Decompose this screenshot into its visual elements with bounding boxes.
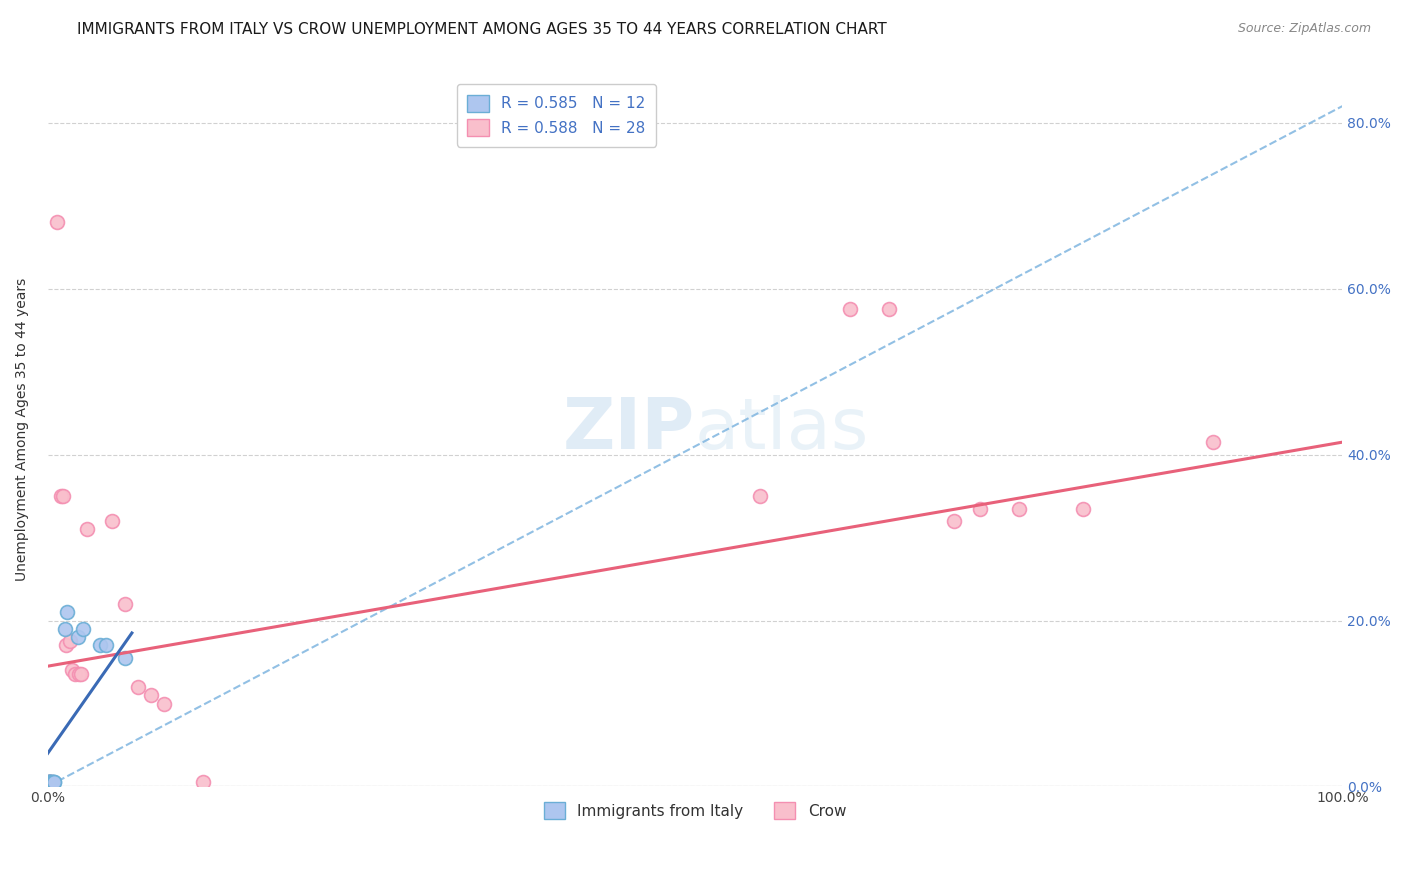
Point [41,775,63,789]
Point [56,605,79,619]
Point [39,775,62,789]
Legend: Immigrants from Italy, Crow: Immigrants from Italy, Crow [537,797,852,825]
Point [44,775,66,789]
Point [942,514,965,528]
Point [114,597,136,611]
Text: IMMIGRANTS FROM ITALY VS CROW UNEMPLOYMENT AMONG AGES 35 TO 44 YEARS CORRELATION: IMMIGRANTS FROM ITALY VS CROW UNEMPLOYME… [77,22,887,37]
Point [63,667,86,681]
Point [89,639,111,653]
Point [141,688,163,702]
Point [42,775,65,789]
Point [39,775,62,789]
Point [44,775,66,789]
Point [1073,501,1095,516]
Text: ZIP: ZIP [562,395,695,464]
Point [49,489,72,503]
Point [41,775,63,789]
Point [76,522,98,536]
Point [191,775,214,789]
Point [1007,501,1029,516]
Point [39,775,62,789]
Point [114,651,136,665]
Y-axis label: Unemployment Among Ages 35 to 44 years: Unemployment Among Ages 35 to 44 years [15,278,30,582]
Point [39,775,62,789]
Point [72,622,94,636]
Point [38,775,60,789]
Text: atlas: atlas [695,395,869,464]
Point [94,639,117,653]
Point [55,639,77,653]
Point [66,630,89,644]
Point [39,775,62,789]
Point [38,775,60,789]
Point [38,775,60,789]
Point [38,775,60,789]
Point [45,215,67,229]
Point [70,667,93,681]
Point [127,680,149,694]
Point [748,489,770,503]
Point [101,514,124,528]
Point [38,775,60,789]
Point [41,775,63,789]
Text: Source: ZipAtlas.com: Source: ZipAtlas.com [1237,22,1371,36]
Point [59,634,82,648]
Point [153,697,176,711]
Point [60,663,83,677]
Point [877,302,900,317]
Point [53,622,76,636]
Point [1202,435,1225,450]
Point [839,302,862,317]
Point [52,489,75,503]
Point [969,501,991,516]
Point [67,667,90,681]
